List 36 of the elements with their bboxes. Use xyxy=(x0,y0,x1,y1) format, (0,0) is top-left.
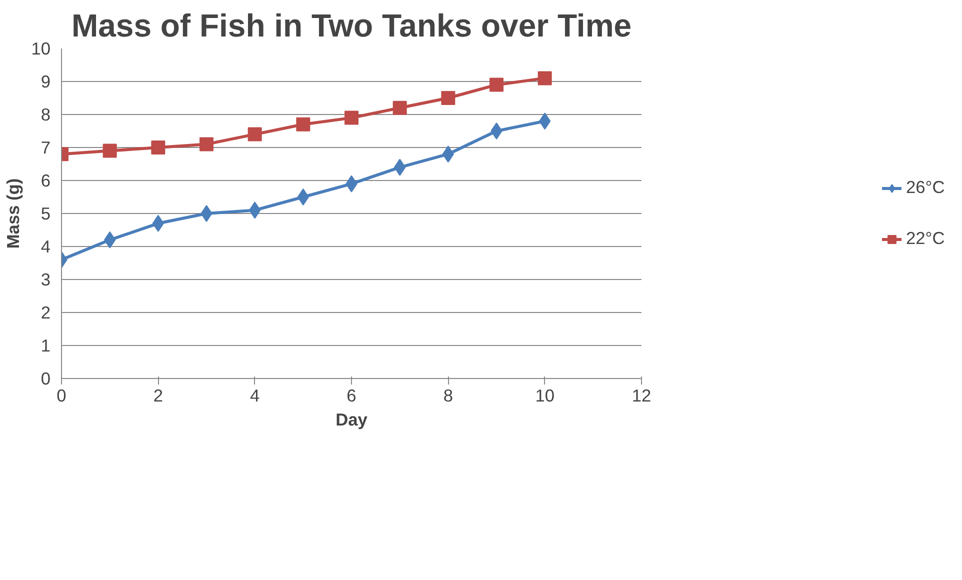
chart-title: Mass of Fish in Two Tanks over Time xyxy=(71,8,632,44)
point xyxy=(102,144,117,158)
point xyxy=(490,78,504,92)
point xyxy=(248,127,262,142)
point xyxy=(490,122,502,140)
y-tick-label: 7 xyxy=(40,138,51,158)
point xyxy=(392,100,407,115)
x-axis-title: Day xyxy=(336,410,368,430)
y-axis-title: Mass (g) xyxy=(3,178,24,249)
x-tick-label: 12 xyxy=(632,386,652,406)
x-tick-label: 2 xyxy=(153,386,163,406)
point xyxy=(200,205,212,222)
x-tick-label: 4 xyxy=(250,386,260,406)
x-tick-label: 6 xyxy=(346,386,356,406)
y-tick-label: 9 xyxy=(40,72,51,92)
legend-label: 22°C xyxy=(906,228,946,249)
point xyxy=(151,140,166,154)
point xyxy=(297,188,309,206)
y-tick-label: 5 xyxy=(40,204,51,224)
y-tick-label: 3 xyxy=(40,270,51,290)
point xyxy=(200,137,214,152)
y-tick-label: 4 xyxy=(40,236,51,256)
y-tick-label: 0 xyxy=(40,368,51,388)
x-tick-label: 0 xyxy=(56,386,66,406)
y-tick-label: 6 xyxy=(40,170,51,190)
y-tick-label: 2 xyxy=(40,302,51,322)
x-tick-label: 8 xyxy=(443,386,453,406)
point xyxy=(538,71,552,86)
x-tick-label: 10 xyxy=(535,386,554,406)
point xyxy=(296,117,310,132)
y-tick-label: 8 xyxy=(40,104,51,124)
point xyxy=(344,110,358,125)
y-tick-label: 1 xyxy=(40,336,51,356)
y-tick-label: 10 xyxy=(31,38,51,58)
legend-label: 26°C xyxy=(906,177,946,198)
point xyxy=(441,91,456,105)
